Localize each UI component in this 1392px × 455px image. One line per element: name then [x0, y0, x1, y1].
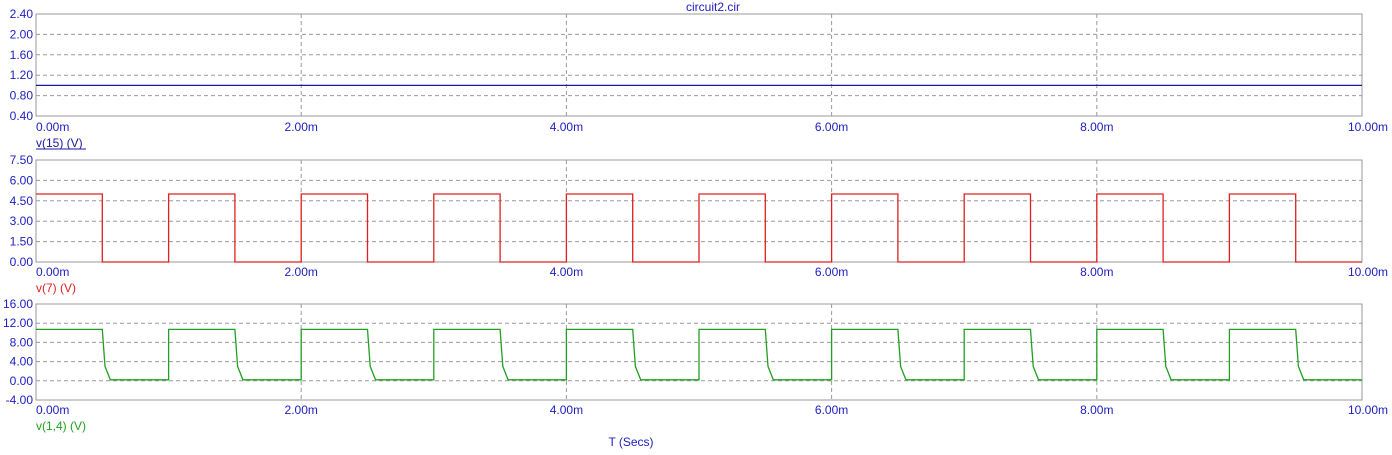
y-tick-label: 0.40: [10, 109, 34, 123]
y-tick-label: 0.80: [10, 89, 34, 103]
x-tick-label: 6.00m: [815, 120, 848, 134]
y-tick-label: 16.00: [3, 297, 33, 311]
plot-panel-1: 2.40 2.00 1.60 1.20 0.80 0.400.00m 2.00m 4.00m 6…: [10, 7, 1388, 150]
y-tick-label: 0.00: [10, 374, 34, 388]
x-tick-label: 4.00m: [550, 403, 583, 417]
x-tick-label: 2.00m: [285, 403, 318, 417]
x-tick-label: 6.00m: [815, 403, 848, 417]
y-tick-label: 1.50: [10, 235, 34, 249]
chart-title: circuit2.cir: [686, 0, 740, 14]
series-label: v(15) (V): [36, 136, 83, 150]
y-tick-label: 3.00: [10, 214, 34, 228]
x-tick-label: 8.00m: [1080, 403, 1113, 417]
x-tick-label: 8.00m: [1080, 265, 1113, 279]
x-tick-label: 0.00m: [36, 403, 69, 417]
series-label: v(7) (V): [36, 281, 76, 295]
y-tick-label: 2.40: [10, 7, 34, 21]
plot-panel-2: 7.50 6.00 4.50 3.00 1.50 0.000.00m 2.00m 4.00m 6…: [10, 153, 1388, 295]
x-axis-label: T (Secs): [608, 435, 653, 449]
plot-frame: [35, 303, 1363, 401]
x-tick-label: 2.00m: [285, 120, 318, 134]
x-tick-label: 0.00m: [36, 265, 69, 279]
x-tick-label: 10.00m: [1348, 265, 1388, 279]
x-tick-label: 10.00m: [1348, 403, 1388, 417]
y-tick-label: 1.20: [10, 68, 34, 82]
series-line-3: [36, 328, 1362, 381]
x-tick-label: 4.00m: [550, 265, 583, 279]
y-tick-label: 8.00: [10, 335, 34, 349]
x-tick-label: 10.00m: [1348, 120, 1388, 134]
y-tick-label: 0.00: [10, 255, 34, 269]
y-tick-label: 1.60: [10, 48, 34, 62]
y-tick-label: 4.00: [10, 355, 34, 369]
y-tick-label: 7.50: [10, 153, 34, 167]
x-tick-label: 6.00m: [815, 265, 848, 279]
plot-frame: [35, 13, 1363, 117]
x-tick-label: 0.00m: [36, 120, 69, 134]
y-tick-label: -4.00: [6, 393, 34, 407]
plot-panel-3: 16.00 12.00 8.00 4.00 0.00 -4.000.00m 2.00m 4.0…: [3, 297, 1388, 433]
x-tick-label: 4.00m: [550, 120, 583, 134]
series-label: v(1,4) (V): [36, 419, 86, 433]
y-tick-label: 2.00: [10, 27, 34, 41]
y-tick-label: 12.00: [3, 316, 33, 330]
x-tick-label: 2.00m: [285, 265, 318, 279]
x-tick-label: 8.00m: [1080, 120, 1113, 134]
y-tick-label: 4.50: [10, 194, 34, 208]
series-line-2: [36, 193, 1362, 263]
y-tick-label: 6.00: [10, 173, 34, 187]
